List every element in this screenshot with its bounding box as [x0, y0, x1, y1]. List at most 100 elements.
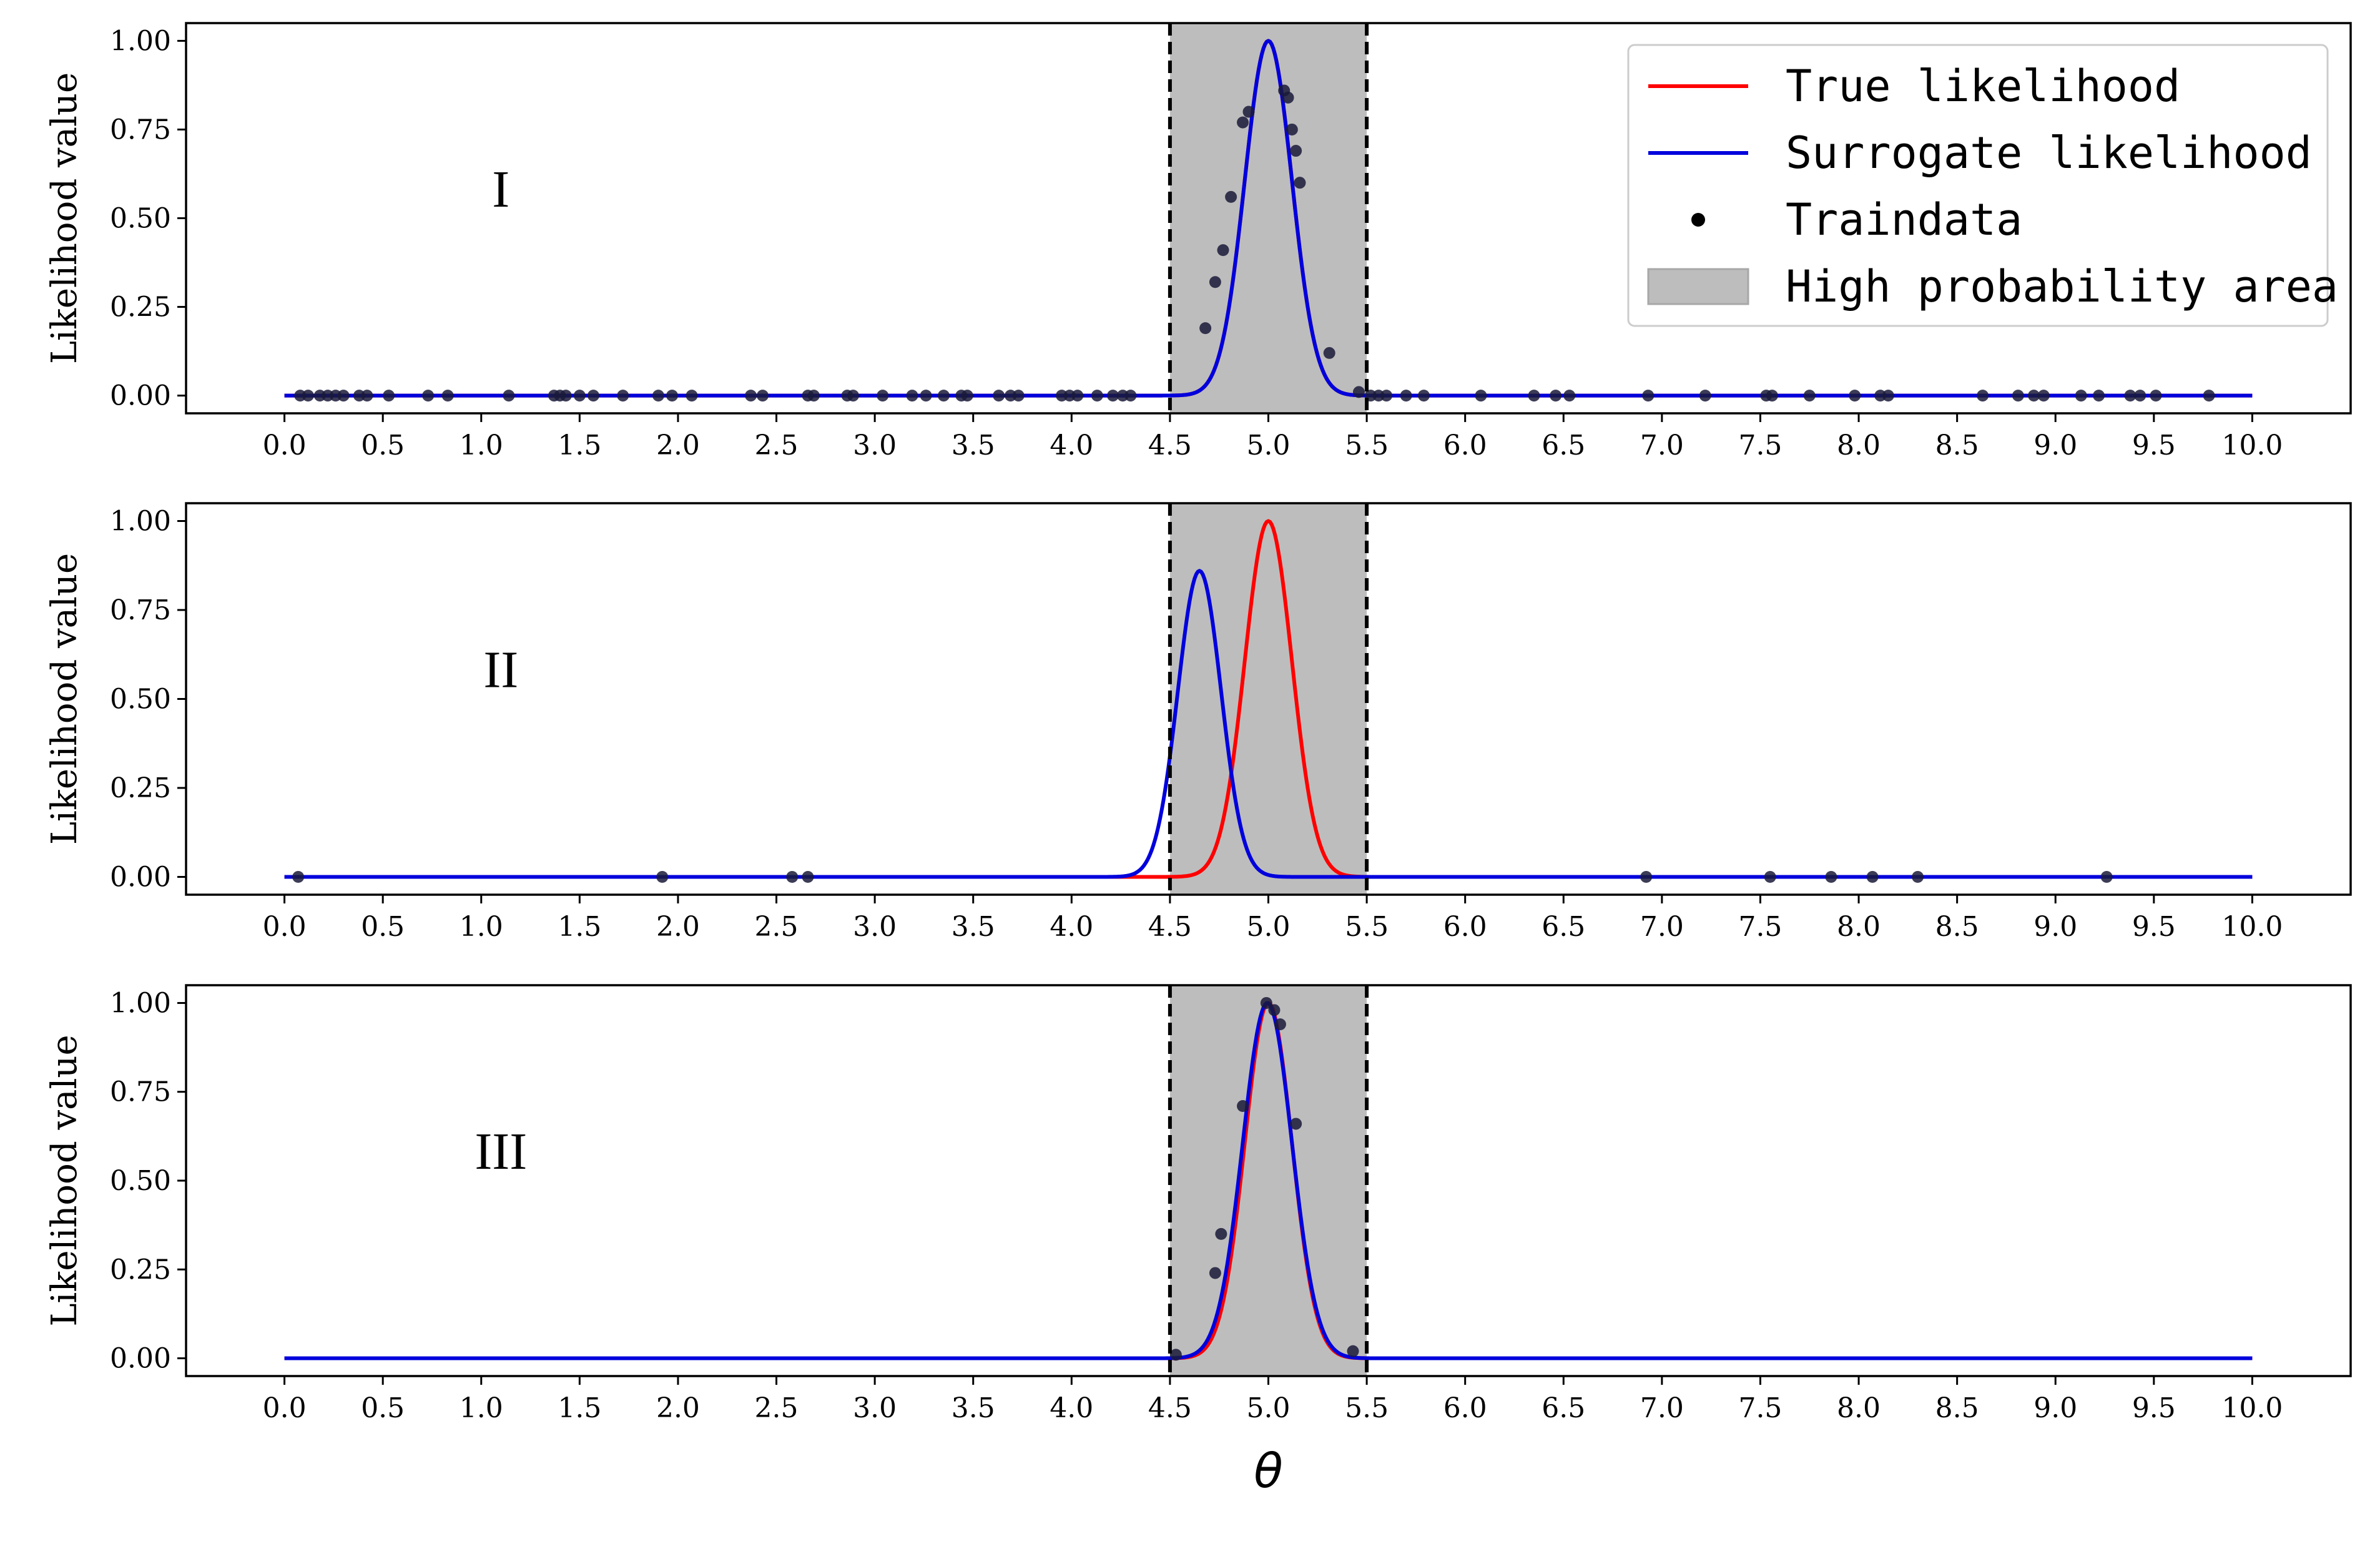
traindata-point — [1323, 347, 1335, 359]
legend-item: Traindata — [1691, 194, 2022, 245]
y-tick-label: 0.25 — [110, 772, 171, 804]
x-tick-label: 4.0 — [1050, 430, 1093, 461]
traindata-point — [877, 390, 889, 402]
x-tick-label: 6.5 — [1542, 430, 1585, 461]
panel-1: 0.0 0.5 1.0 1.5 2.0 2.5 3.0 3.5 4.0 4.5 5.0 5.5 6.0 6… — [44, 22, 2352, 461]
x-tick-label: 7.0 — [1640, 911, 1684, 943]
x-tick-label: 6.0 — [1443, 911, 1487, 943]
traindata-point — [993, 390, 1005, 402]
x-tick-label: 6.5 — [1542, 911, 1585, 943]
x-tick-label: 9.0 — [2033, 911, 2077, 943]
x-tick-label: 4.0 — [1050, 1392, 1093, 1424]
x-tick-label: 2.0 — [656, 430, 700, 461]
traindata-point — [1209, 276, 1221, 288]
x-tick-label: 8.0 — [1837, 911, 1881, 943]
x-tick-label: 4.5 — [1148, 1392, 1192, 1424]
traindata-point — [1107, 390, 1119, 402]
traindata-point — [1217, 244, 1229, 257]
y-tick-label: 1.00 — [110, 506, 171, 538]
surrogate-likelihood-line — [284, 39, 2253, 398]
traindata-point — [1417, 390, 1430, 402]
traindata-point — [1274, 1018, 1286, 1031]
x-tick-label: 9.0 — [2033, 1392, 2077, 1424]
traindata-point — [1012, 390, 1025, 402]
traindata-point — [503, 390, 515, 402]
traindata-point — [1286, 123, 1298, 135]
y-tick-label: 0.00 — [110, 862, 171, 893]
legend-marker-swatch — [1691, 213, 1705, 227]
traindata-point — [1475, 390, 1487, 402]
traindata-point — [1091, 390, 1103, 402]
traindata-point — [1237, 116, 1249, 129]
x-tick-label: 1.0 — [460, 1392, 503, 1424]
panel-label: III — [475, 1123, 527, 1181]
y-tick-label: 0.75 — [110, 1076, 171, 1108]
traindata-point — [1550, 390, 1562, 402]
x-tick-label: 5.5 — [1345, 1392, 1389, 1424]
x-tick-label: 6.5 — [1542, 1392, 1585, 1424]
x-tick-label: 5.0 — [1247, 430, 1291, 461]
traindata-point — [756, 390, 769, 402]
x-tick-label: 2.5 — [755, 430, 799, 461]
traindata-point — [2037, 390, 2050, 402]
y-tick-label: 0.50 — [110, 1165, 171, 1197]
traindata-point — [1209, 1267, 1221, 1279]
x-tick-label: 8.5 — [1935, 911, 1979, 943]
x-tick-label: 1.0 — [460, 911, 503, 943]
traindata-point — [2028, 390, 2040, 402]
traindata-point — [937, 390, 950, 402]
traindata-point — [1071, 390, 1084, 402]
traindata-point — [1352, 386, 1365, 398]
legend-label: True likelihood — [1786, 61, 2180, 112]
x-tick-label: 1.0 — [460, 430, 503, 461]
traindata-point — [847, 390, 859, 402]
panel-2: 0.0 0.5 1.0 1.5 2.0 2.5 3.0 3.5 4.0 4.5 5.0 5.5 6.0 6… — [44, 502, 2352, 943]
x-tick-label: 5.5 — [1345, 911, 1389, 943]
traindata-point — [802, 871, 814, 883]
traindata-point — [1849, 390, 1861, 402]
traindata-point — [559, 390, 572, 402]
traindata-point — [1237, 1099, 1249, 1112]
y-tick-label: 0.50 — [110, 203, 171, 235]
legend-label: Traindata — [1786, 194, 2022, 245]
x-tick-label: 9.5 — [2132, 1392, 2176, 1424]
legend-patch-swatch — [1647, 268, 1749, 305]
traindata-point — [2012, 390, 2024, 402]
x-tick-label: 5.0 — [1247, 1392, 1291, 1424]
traindata-point — [1977, 390, 1989, 402]
traindata-point — [1242, 106, 1255, 118]
traindata-point — [1766, 390, 1778, 402]
x-tick-label: 9.0 — [2033, 430, 2077, 461]
traindata-point — [422, 390, 435, 402]
x-tick-label: 4.0 — [1050, 911, 1093, 943]
legend-label: Surrogate likelihood — [1786, 127, 2312, 179]
traindata-point — [745, 390, 757, 402]
x-tick-label: 8.5 — [1935, 1392, 1979, 1424]
y-tick-label: 1.00 — [110, 25, 171, 57]
traindata-point — [1260, 996, 1272, 1009]
traindata-point — [1825, 871, 1837, 883]
legend-label: High probability area — [1786, 261, 2338, 312]
traindata-point — [1400, 390, 1412, 402]
traindata-point — [617, 390, 629, 402]
x-tick-label: 9.5 — [2132, 430, 2176, 461]
traindata-point — [1124, 390, 1137, 402]
traindata-point — [2124, 390, 2137, 402]
x-tick-label: 7.5 — [1738, 911, 1782, 943]
traindata-point — [1380, 390, 1393, 402]
x-tick-label: 1.5 — [558, 1392, 601, 1424]
traindata-point — [1347, 1345, 1359, 1357]
y-tick-label: 0.75 — [110, 114, 171, 145]
x-tick-label: 9.5 — [2132, 911, 2176, 943]
x-tick-label: 2.0 — [656, 911, 700, 943]
y-tick-label: 0.00 — [110, 1343, 171, 1375]
x-tick-label: 0.0 — [263, 911, 307, 943]
x-tick-label: 0.0 — [263, 430, 307, 461]
x-tick-label: 3.5 — [952, 911, 995, 943]
traindata-point — [587, 390, 599, 402]
traindata-point — [1882, 390, 1894, 402]
x-tick-label: 4.5 — [1148, 430, 1192, 461]
x-tick-label: 3.0 — [853, 911, 897, 943]
traindata-point — [786, 871, 799, 883]
